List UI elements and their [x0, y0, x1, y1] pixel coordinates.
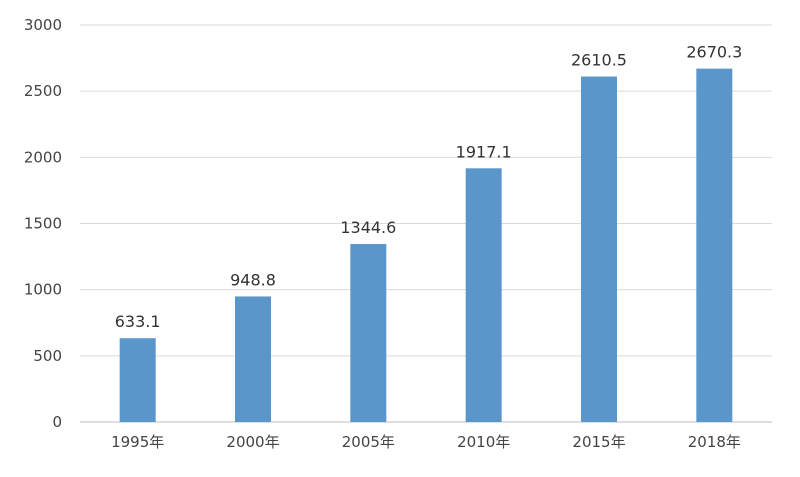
bar	[350, 244, 387, 422]
y-tick-label: 2500	[24, 82, 62, 100]
y-tick-label: 3000	[24, 16, 62, 34]
data-label: 2610.5	[571, 51, 627, 70]
y-axis-tick-labels: 0 500 1000 1500 2000 2500 3000	[24, 16, 62, 431]
bar	[696, 68, 733, 422]
x-tick-label: 2018年	[688, 433, 741, 451]
data-label: 1344.6	[340, 218, 396, 237]
gridlines	[80, 24, 772, 423]
bar	[465, 168, 502, 422]
data-label: 1917.1	[456, 142, 512, 161]
bars	[119, 68, 733, 423]
y-tick-label: 0	[52, 413, 62, 431]
data-labels: 633.1 948.8 1344.6 1917.1 2610.5 2670.3	[115, 43, 743, 332]
y-tick-label: 2000	[24, 148, 62, 166]
data-label: 633.1	[115, 312, 161, 331]
bar	[119, 338, 156, 422]
data-label: 948.8	[230, 270, 276, 289]
y-tick-label: 1000	[24, 281, 62, 299]
x-tick-label: 1995年	[111, 433, 164, 451]
y-tick-label: 1500	[24, 215, 62, 233]
x-axis-tick-labels: 1995年 2000年 2005年 2010年 2015年 2018年	[111, 433, 741, 451]
x-tick-label: 2005年	[342, 433, 395, 451]
x-tick-label: 2000年	[226, 433, 279, 451]
bar	[581, 76, 617, 423]
x-tick-label: 2010年	[457, 433, 510, 451]
bar	[235, 296, 271, 422]
data-label: 2670.3	[686, 43, 742, 62]
y-tick-label: 500	[33, 347, 62, 365]
x-tick-label: 2015年	[572, 433, 625, 451]
